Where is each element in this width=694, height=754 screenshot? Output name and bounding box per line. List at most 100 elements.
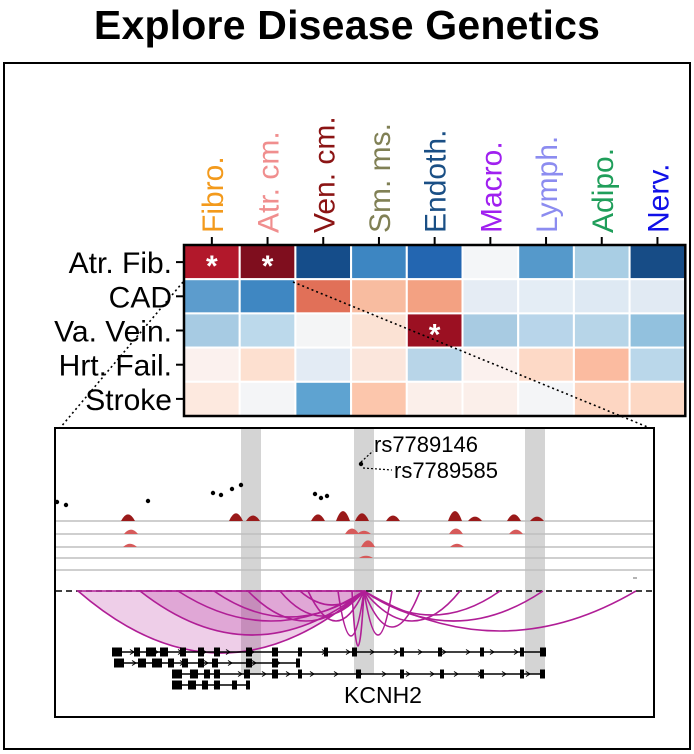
heatmap-cell: [294, 244, 353, 281]
accessibility-peak: [386, 515, 400, 521]
highlight-band: [354, 429, 374, 674]
exon: [480, 669, 484, 679]
heatmap-cell: [405, 346, 464, 383]
strand-arrow: [501, 671, 507, 677]
exon: [172, 680, 182, 690]
page-title: Explore Disease Genetics: [93, 2, 601, 48]
association-point: [312, 491, 318, 497]
accessibility-peak: [509, 529, 523, 534]
heatmap-cell: [517, 380, 575, 417]
strand-arrow: [441, 649, 447, 655]
heatmap-cell: [517, 346, 575, 383]
accessibility-peak: [359, 555, 373, 558]
heatmap-cell: [628, 312, 687, 349]
accessibility-peak: [121, 514, 135, 521]
chromatin-loop: [337, 590, 365, 637]
strand-arrow: [513, 649, 519, 655]
exon: [480, 647, 484, 657]
strand-arrow: [131, 660, 137, 666]
association-point: [358, 461, 364, 467]
column-label: Ven. cm.: [308, 116, 341, 233]
accessibility-peak: [450, 543, 464, 547]
heatmap-cell: [628, 244, 687, 281]
chromatin-loop: [363, 590, 544, 622]
chromatin-loop: [279, 590, 365, 617]
strand-arrow: [227, 660, 233, 666]
heatmap-cell: [238, 380, 297, 417]
strand-arrow: [429, 671, 435, 677]
exon: [202, 680, 208, 690]
exon: [172, 669, 182, 679]
exon: [232, 680, 237, 690]
accessibility-peak: [355, 513, 369, 521]
exon: [298, 669, 302, 679]
exon: [182, 658, 188, 668]
heatmap-cell: [628, 278, 687, 315]
heatmap-cell: [517, 278, 575, 315]
snp-label: rs7789146: [374, 432, 478, 457]
accessibility-peak: [246, 515, 260, 521]
strand-arrow: [285, 671, 291, 677]
exon: [246, 658, 252, 668]
heatmap-cell: [238, 312, 297, 349]
accessibility-peak: [507, 514, 521, 521]
accessibility-peak: [229, 513, 243, 521]
exon: [214, 669, 220, 679]
heatmap-cell: [461, 346, 520, 383]
exon: [198, 658, 204, 668]
column-label: Atr. cm.: [253, 131, 286, 233]
accessibility-peak: [124, 529, 138, 534]
strand-arrow: [309, 671, 315, 677]
exon: [214, 647, 220, 657]
chromatin-loop: [363, 590, 421, 628]
exon: [440, 669, 444, 679]
column-label: Lymph.: [531, 136, 564, 233]
strand-arrow: [345, 649, 351, 655]
heatmap-cell: [461, 312, 520, 349]
heatmap-cell: [294, 312, 353, 349]
heatmap-cell: [572, 278, 631, 315]
exon: [212, 658, 218, 668]
exon: [352, 647, 357, 657]
chromatin-loop: [351, 590, 365, 647]
association-point: [218, 492, 224, 498]
exon: [188, 680, 196, 690]
heatmap-cell: [517, 244, 575, 281]
column-label: Sm. ms.: [364, 123, 397, 233]
heatmap-cell: [628, 380, 687, 417]
heatmap-cell: [572, 380, 631, 417]
exon: [244, 669, 250, 679]
exon: [138, 658, 146, 668]
significance-star: *: [429, 319, 441, 352]
snp-label-leader: [362, 467, 393, 471]
zoom-line-right: [292, 281, 651, 429]
heatmap-cell: [461, 244, 520, 281]
strand-arrow: [261, 671, 267, 677]
row-label: Atr. Fib.: [69, 247, 172, 280]
strand-arrow: [489, 649, 495, 655]
exon: [520, 669, 524, 679]
exon: [204, 669, 210, 679]
exon: [272, 647, 278, 657]
accessibility-peak: [123, 543, 137, 547]
association-point: [238, 482, 244, 488]
heatmap-cell: [183, 346, 241, 383]
exon: [146, 647, 156, 657]
exon: [520, 647, 524, 657]
snp-label-leader: [360, 450, 374, 463]
exon: [540, 647, 546, 657]
accessibility-peak: [345, 528, 359, 534]
heatmap-cell: [350, 346, 408, 383]
heatmap-cell: [350, 312, 408, 349]
heatmap-cell: [350, 278, 408, 315]
column-label: Macro.: [475, 141, 508, 233]
exon: [298, 647, 302, 657]
heatmap-cell: [294, 278, 353, 315]
column-label: Nerv.: [642, 164, 675, 233]
heatmap-cell: [183, 278, 241, 315]
exon: [400, 647, 404, 657]
chromatin-loop: [363, 590, 393, 636]
heatmap-cell: [517, 312, 575, 349]
accessibility-peak: [311, 514, 325, 521]
